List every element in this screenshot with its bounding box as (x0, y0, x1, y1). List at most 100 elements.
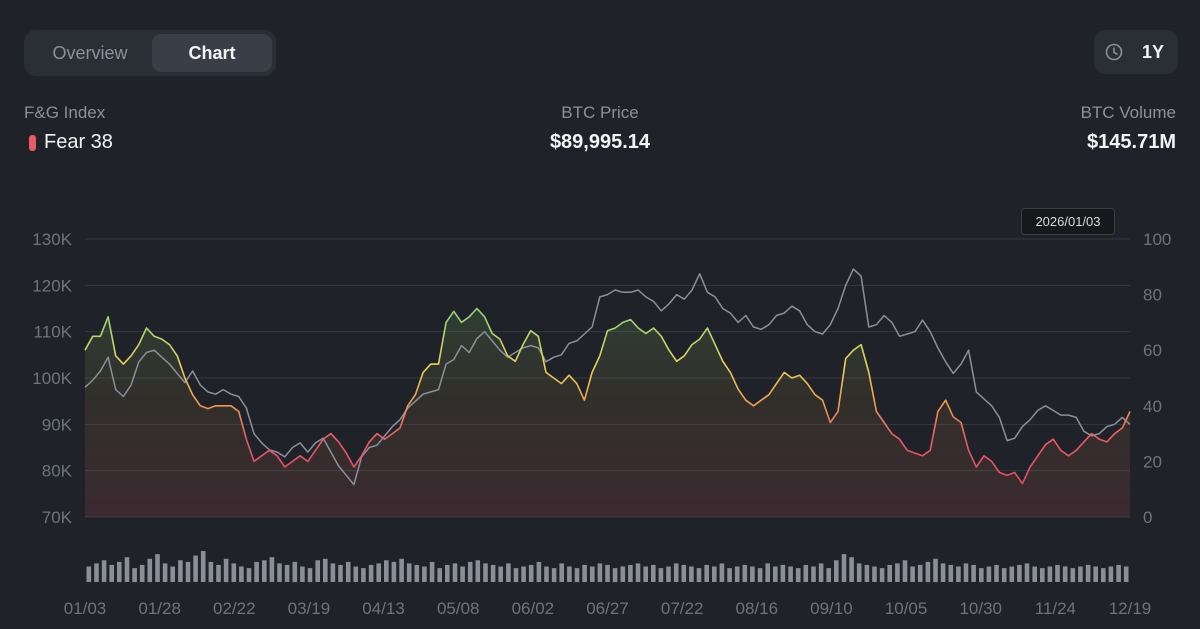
volume-bar (887, 564, 892, 582)
date-tick-label: 09/10 (810, 599, 853, 618)
price-tick-label: 130K (32, 230, 72, 249)
volume-bar (689, 566, 694, 582)
volume-bar (559, 563, 564, 582)
tab-chart[interactable]: Chart (152, 34, 272, 72)
volume-bar (1040, 568, 1045, 583)
volume-bar (864, 564, 870, 582)
volume-bar (1093, 566, 1098, 582)
date-tick-label: 07/22 (661, 599, 704, 618)
volume-bar (1062, 566, 1068, 582)
volume-bar (323, 558, 328, 583)
fg-tick-label: 20 (1143, 452, 1162, 471)
volume-bar (1101, 568, 1106, 583)
volume-bar (277, 563, 282, 582)
volume-bar (1070, 568, 1076, 583)
volume-bar (635, 563, 641, 582)
volume-bar (574, 568, 580, 583)
volume-bar (765, 563, 770, 582)
time-range-button[interactable]: 1Y (1094, 30, 1178, 74)
volume-bar (620, 566, 626, 582)
volume-bar (841, 554, 847, 582)
volume-bar (658, 568, 664, 583)
volume-bar (132, 568, 137, 583)
fg-tick-label: 0 (1143, 508, 1152, 527)
volume-bar (483, 563, 488, 582)
tab-overview[interactable]: Overview (52, 43, 128, 63)
volume-bar (490, 564, 496, 582)
volume-bar (811, 566, 816, 582)
fg-tick-label: 40 (1143, 397, 1162, 416)
volume-bar (681, 564, 687, 582)
volume-bar (651, 564, 656, 582)
time-range-label: 1Y (1141, 42, 1164, 62)
btc-volume-label: BTC Volume (1080, 103, 1176, 122)
volume-bar (879, 568, 885, 583)
volume-bar (590, 566, 595, 582)
volume-bar (170, 566, 175, 582)
date-tick-label: 11/24 (1035, 599, 1076, 618)
volume-bar (300, 566, 305, 582)
volume-bar (1009, 566, 1015, 582)
date-tick-label: 04/13 (362, 599, 405, 618)
volume-bar (948, 564, 954, 582)
volume-bar (338, 564, 343, 582)
volume-bar (1024, 563, 1030, 582)
date-tick-label: 06/02 (512, 599, 555, 618)
volume-bar (856, 563, 862, 582)
volume-bar (345, 561, 351, 583)
price-tick-label: 90K (42, 415, 73, 434)
volume-bar (139, 564, 145, 582)
volume-bar (818, 563, 824, 582)
volume-bar (834, 560, 839, 582)
volume-bar (788, 566, 793, 582)
volume-bar (1001, 568, 1007, 583)
volume-bar (513, 568, 519, 583)
volume-bar (780, 564, 786, 582)
volume-bar (307, 568, 313, 583)
volume-bar (361, 568, 366, 583)
volume-bar (1032, 566, 1037, 582)
fg-index-value: Fear 38 (44, 131, 113, 153)
volume-bar (246, 568, 252, 583)
volume-bar (406, 563, 412, 582)
volume-bar (368, 564, 374, 582)
price-tick-label: 70K (42, 508, 73, 527)
date-axis: 01/03 01/28 02/22 03/19 04/13 05/08 06/02 06/27… (64, 599, 1152, 618)
fg-tick-label: 100 (1143, 230, 1171, 249)
date-tick-label: 12/19 (1109, 599, 1152, 618)
volume-bar (673, 563, 679, 582)
btc-fg-chart[interactable]: 70K 80K 90K 100K 110K 120K 130K 0 20 40 60 80 100 0… (0, 200, 1200, 629)
volume-bar (223, 558, 229, 583)
volume-bar (94, 563, 99, 582)
volume-bar (422, 566, 427, 582)
volume-bars (86, 551, 1129, 583)
volume-bar (506, 563, 511, 582)
volume-bar (773, 566, 778, 582)
volume-bar (925, 561, 931, 583)
btc-price-value: $89,995.14 (549, 131, 651, 153)
volume-bar (1123, 566, 1129, 582)
fg-tick-label: 80 (1143, 286, 1162, 305)
date-tick-label: 10/05 (885, 599, 928, 618)
volume-bar (185, 561, 191, 583)
volume-bar (269, 557, 275, 582)
volume-bar (734, 566, 740, 582)
volume-bar (200, 551, 206, 582)
volume-bar (498, 566, 503, 582)
btc-volume-value: $145.71M (1087, 131, 1176, 153)
btc-price-label: BTC Price (561, 103, 639, 122)
volume-bar (460, 566, 465, 582)
volume-bar (475, 560, 481, 582)
volume-bar (910, 566, 915, 582)
volume-bar (849, 557, 854, 582)
volume-bar (986, 566, 992, 582)
volume-bar (872, 566, 877, 582)
volume-bar (147, 558, 153, 583)
volume-bar (551, 568, 557, 583)
volume-bar (445, 564, 450, 582)
date-tick-label: 10/30 (959, 599, 1002, 618)
volume-bar (124, 557, 130, 582)
volume-bar (216, 564, 221, 582)
volume-bar (803, 564, 809, 582)
volume-bar (582, 564, 587, 582)
